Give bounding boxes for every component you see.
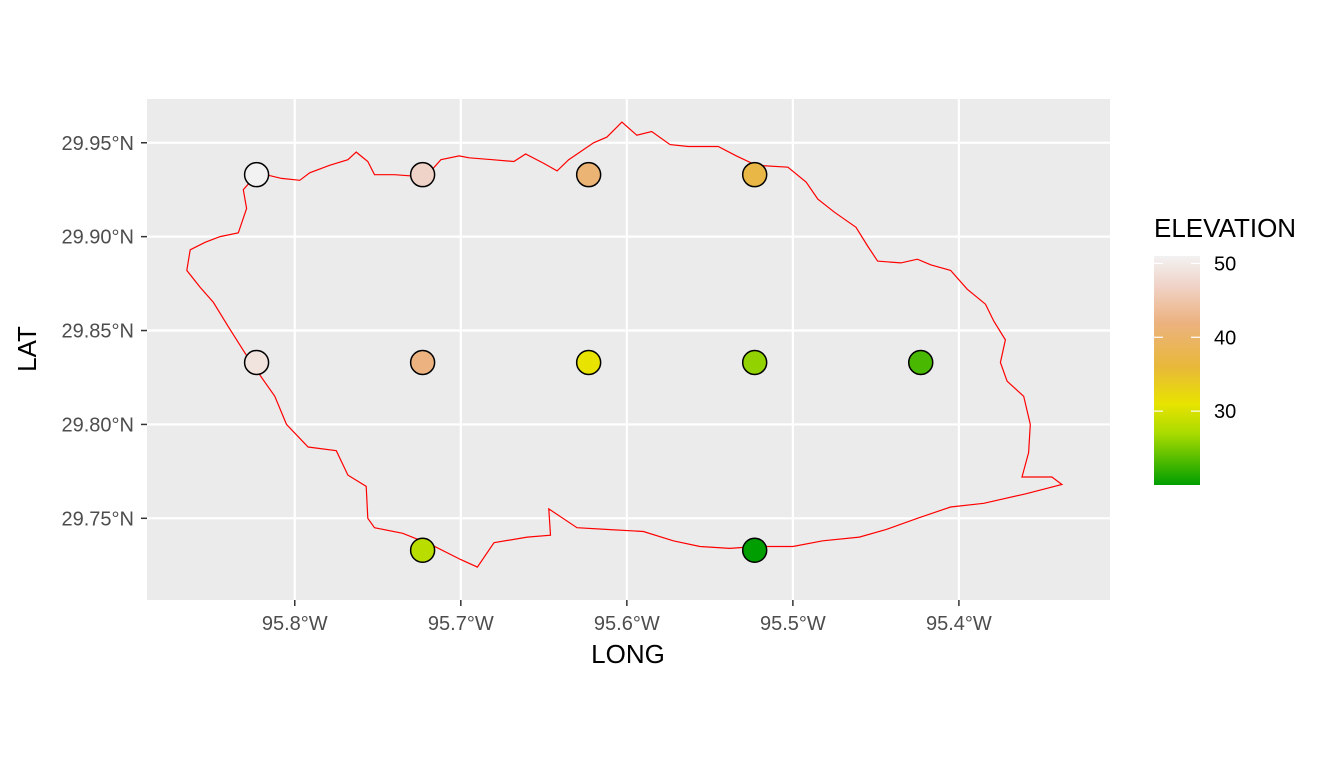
legend-colorbar bbox=[1154, 256, 1200, 485]
x-tick-label: 95.8°W bbox=[262, 613, 328, 635]
y-tick-label: 29.90°N bbox=[62, 227, 135, 249]
x-tick-label: 95.4°W bbox=[926, 613, 992, 635]
plot-panel bbox=[147, 99, 1110, 600]
data-point bbox=[409, 537, 436, 563]
x-tick-label: 95.5°W bbox=[760, 613, 826, 635]
legend-ticks: 50 40 30 bbox=[1154, 253, 1236, 423]
y-axis-title: LAT bbox=[12, 326, 42, 372]
data-point bbox=[741, 537, 768, 563]
data-point bbox=[409, 349, 436, 376]
data-point bbox=[243, 161, 270, 188]
region-boundary bbox=[186, 121, 1064, 568]
y-tick-label: 29.95°N bbox=[62, 133, 135, 155]
legend-tick-label: 40 bbox=[1214, 327, 1236, 349]
y-tick-label: 29.75°N bbox=[62, 508, 135, 530]
grid-lines bbox=[147, 99, 1110, 600]
y-axis: 29.75°N 29.80°N 29.85°N 29.90°N 29.95°N bbox=[62, 133, 147, 530]
x-tick-label: 95.7°W bbox=[428, 613, 494, 635]
data-points bbox=[243, 161, 934, 563]
y-tick-label: 29.85°N bbox=[62, 321, 135, 343]
x-axis: 95.8°W 95.7°W 95.6°W 95.5°W 95.4°W bbox=[262, 600, 992, 635]
y-tick-label: 29.80°N bbox=[62, 414, 135, 436]
data-point bbox=[907, 349, 934, 376]
x-axis-title: LONG bbox=[591, 639, 665, 669]
x-tick-label: 95.6°W bbox=[594, 613, 660, 635]
data-point bbox=[243, 349, 270, 376]
data-point bbox=[741, 349, 768, 376]
legend: ELEVATION 50 40 30 bbox=[1154, 213, 1296, 485]
legend-tick-label: 50 bbox=[1214, 253, 1236, 275]
data-point bbox=[409, 161, 436, 188]
legend-tick-label: 30 bbox=[1214, 401, 1236, 423]
data-point bbox=[575, 161, 602, 188]
data-point bbox=[575, 349, 602, 376]
legend-title: ELEVATION bbox=[1154, 213, 1296, 243]
data-point bbox=[741, 161, 768, 188]
